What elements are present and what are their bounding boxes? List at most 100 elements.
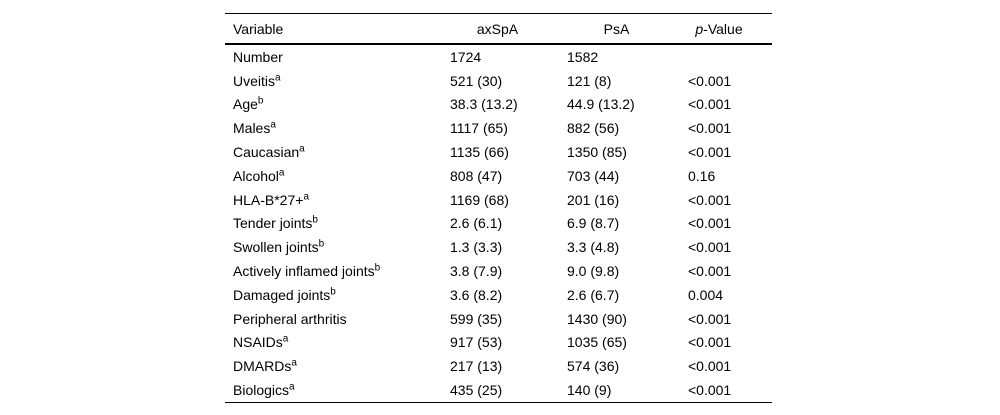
cell-axspa: 599 (35): [450, 310, 503, 327]
table-row: Actively inflamed jointsb 3.8 (7.9) 9.0 (9…: [225, 259, 772, 283]
cell-axspa: 1135 (66): [450, 144, 509, 161]
footnote-marker: b: [318, 238, 325, 250]
column-header-variable: Variable: [225, 13, 450, 45]
cell-psa: 574 (36): [567, 358, 620, 375]
cell-variable: Swollen jointsb: [225, 235, 450, 259]
cell-pvalue: <0.001: [688, 120, 732, 137]
footnote-marker: a: [303, 191, 309, 203]
cell-variable: Tender jointsb: [225, 212, 450, 236]
footnote-marker: a: [282, 333, 289, 345]
pvalue-header-italic-p: p: [695, 20, 704, 37]
cell-axspa: 521 (30): [450, 72, 503, 89]
variable-label: Swollen joints: [233, 239, 319, 256]
table-row: Damaged jointsb 3.6 (8.2) 2.6 (6.7) 0.004: [225, 283, 772, 307]
table-row: Biologicsa 435 (25) 140 (9) <0.001: [225, 378, 772, 402]
variable-label: Caucasian: [233, 144, 300, 161]
cell-variable: DMARDsa: [225, 354, 450, 378]
cell-axspa: 808 (47): [450, 167, 503, 184]
header-row: Variable axSpA PsA p-Value: [225, 13, 772, 45]
variable-label: Number: [233, 48, 283, 65]
cell-pvalue: <0.001: [688, 239, 732, 256]
variable-label: Alcohol: [233, 167, 279, 184]
cell-psa: 140 (9): [567, 382, 612, 399]
column-header-psa: PsA: [567, 13, 688, 45]
cell-variable: Caucasiana: [225, 140, 450, 164]
cell-pvalue: <0.001: [688, 334, 732, 351]
table-row: Alcohola 808 (47) 703 (44) 0.16: [225, 164, 772, 188]
footnote-marker: a: [270, 119, 276, 131]
table-row: Tender jointsb 2.6 (6.1) 6.9 (8.7) <0.001: [225, 212, 772, 236]
cell-axspa: 3.6 (8.2): [450, 286, 503, 303]
footnote-marker: a: [289, 381, 295, 393]
cell-psa: 1582: [567, 48, 599, 65]
cell-axspa: 1724: [450, 48, 482, 65]
footnote-marker: a: [278, 167, 285, 179]
footnote-marker: a: [291, 357, 297, 369]
table-row: Swollen jointsb 1.3 (3.3) 3.3 (4.8) <0.001: [225, 235, 772, 259]
cell-pvalue: <0.001: [688, 382, 732, 399]
cell-psa: 44.9 (13.2): [567, 96, 635, 113]
cell-axspa: 38.3 (13.2): [450, 96, 518, 113]
table-body: Number 1724 1582 Uveitis a 521 (30) 121 (8) <0.…: [225, 44, 772, 402]
column-header-axspa: axSpA: [450, 13, 567, 45]
cell-axspa: 435 (25): [450, 382, 503, 399]
cell-psa: 201 (16): [567, 191, 620, 208]
table-row: DMARDsa 217 (13) 574 (36) <0.001: [225, 354, 772, 378]
cell-variable: Biologicsa: [225, 378, 450, 402]
cell-variable: NSAIDsa: [225, 331, 450, 355]
cell-variable: Malesa: [225, 116, 450, 140]
table-row: NSAIDsa 917 (53) 1035 (65) <0.001: [225, 331, 772, 355]
variable-label: Damaged joints: [233, 286, 331, 303]
cell-axspa: 917 (53): [450, 334, 503, 351]
variable-label: Peripheral arthritis: [233, 310, 347, 327]
table-header: Variable axSpA PsA p-Value: [225, 13, 772, 45]
cell-variable: Damaged jointsb: [225, 283, 450, 307]
cell-variable: Actively inflamed jointsb: [225, 259, 450, 283]
cell-pvalue: [688, 44, 772, 69]
variable-label: Tender joints: [233, 215, 313, 232]
table-row: Uveitisa 521 (30) 121 (8) <0.001: [225, 69, 772, 93]
cell-axspa: 217 (13): [450, 358, 503, 375]
variable-label: Age: [233, 96, 258, 113]
cell-axspa: 1.3 (3.3): [450, 239, 503, 256]
footnote-marker: b: [312, 214, 318, 226]
cell-psa: 9.0 (9.8): [567, 263, 620, 280]
cell-pvalue: 0.16: [688, 167, 716, 184]
cell-pvalue: <0.001: [688, 263, 732, 280]
pvalue-header-rest: -Value: [703, 20, 743, 37]
cell-psa: 3.3 (4.8): [567, 239, 620, 256]
cell-variable: Alcohola: [225, 164, 450, 188]
cell-pvalue: <0.001: [688, 191, 732, 208]
cell-variable: Number: [225, 44, 450, 69]
cell-variable: Ageb: [225, 93, 450, 117]
table-row: Malesa 1117 (65) 882 (56) <0.001: [225, 116, 772, 140]
table-row: Caucasiana 1135 (66) 1350 (85) <0.001: [225, 140, 772, 164]
cell-axspa: 1117 (65): [450, 120, 508, 137]
cell-psa: 882 (56): [567, 120, 620, 137]
variable-label: Actively inflamed joints: [233, 263, 375, 280]
cell-psa: 703 (44): [567, 167, 620, 184]
variable-label: HLA-B*27+: [233, 191, 304, 208]
comparison-table: Variable axSpA PsA p-Value Number 1724 158…: [225, 13, 772, 403]
cell-psa: 121 (8): [567, 72, 612, 89]
variable-label: Biologics: [233, 382, 290, 399]
variable-label: NSAIDs: [233, 334, 283, 351]
variable-label: Males: [233, 120, 271, 137]
table-row: HLA-B*27+a 1169 (68) 201 (16) <0.001: [225, 188, 772, 212]
footnote-marker: b: [330, 286, 336, 298]
cell-pvalue: <0.001: [688, 144, 732, 161]
cell-psa: 1035 (65): [567, 334, 627, 351]
cell-psa: 1430 (90): [567, 310, 627, 327]
column-header-pvalue: p-Value: [688, 13, 772, 45]
footnote-marker: a: [299, 143, 305, 155]
cell-variable: Peripheral arthritis: [225, 307, 450, 331]
cell-pvalue: <0.001: [688, 310, 732, 327]
footnote-marker: b: [257, 95, 264, 107]
cell-pvalue: 0.004: [688, 286, 724, 303]
variable-label: Uveitis: [233, 72, 276, 89]
cell-pvalue: <0.001: [688, 72, 732, 89]
cell-variable: HLA-B*27+a: [225, 188, 450, 212]
cell-pvalue: <0.001: [688, 215, 732, 232]
cell-axspa: 2.6 (6.1): [450, 215, 503, 232]
